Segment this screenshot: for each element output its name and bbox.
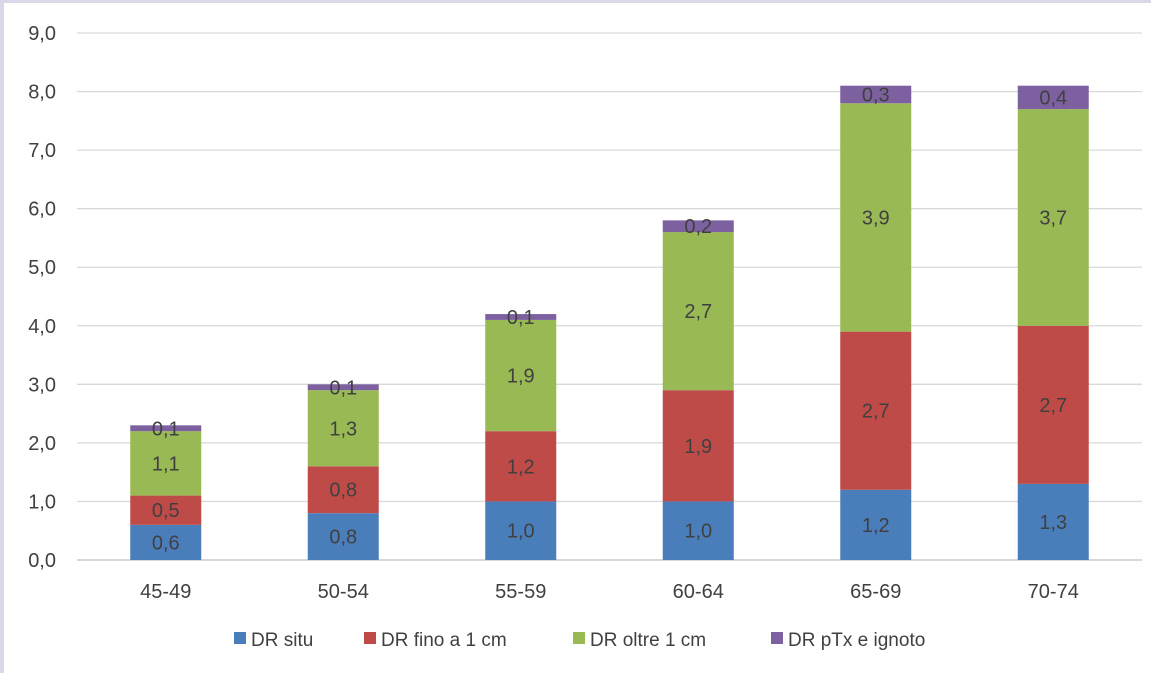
data-label: 2,7 [684, 301, 712, 323]
data-label: 1,0 [507, 521, 535, 543]
bar-segment [840, 489, 912, 560]
x-tick-label: 55-59 [495, 581, 546, 603]
y-tick-label: 8,0 [28, 82, 56, 104]
y-tick-label: 0,0 [28, 550, 56, 572]
bar-segment [485, 501, 557, 560]
bar-segment [130, 524, 202, 560]
y-tick-label: 1,0 [28, 491, 56, 513]
bar-segment [130, 425, 202, 432]
legend-label: DR fino a 1 cm [381, 630, 507, 651]
x-tick-label: 45-49 [140, 581, 191, 603]
data-label: 1,2 [862, 515, 890, 537]
legend-label: DR situ [251, 630, 313, 651]
legend-swatch [573, 632, 585, 644]
y-tick-label: 6,0 [28, 199, 56, 221]
data-label: 0,2 [684, 216, 712, 238]
data-label: 0,1 [329, 377, 357, 399]
data-label: 1,9 [507, 366, 535, 388]
bar-segment [662, 390, 734, 502]
data-label: 1,3 [1039, 512, 1067, 534]
data-label: 2,7 [862, 401, 890, 423]
y-tick-label: 7,0 [28, 140, 56, 162]
stacked-bar-chart: 0,0 1,0 2,0 3,0 4,0 5,0 6,0 7,0 8,0 9,0 0,6 0,5 1,1 0… [28, 23, 1142, 651]
bar-segment [307, 466, 379, 514]
legend-label: DR oltre 1 cm [590, 630, 706, 651]
x-tick-label: 65-69 [850, 581, 901, 603]
data-label: 0,6 [152, 532, 180, 554]
bar-segment [307, 390, 379, 467]
bar-segment [307, 384, 379, 391]
bar-segment [485, 314, 557, 320]
bar-segment [485, 431, 557, 502]
bar-segment [840, 103, 912, 332]
data-label: 1,3 [329, 418, 357, 440]
bar-segment [307, 513, 379, 560]
data-label: 1,2 [507, 456, 535, 478]
data-label: 1,9 [684, 436, 712, 458]
y-tick-label: 2,0 [28, 433, 56, 455]
bar-segment [1017, 109, 1089, 326]
y-tick-label: 5,0 [28, 257, 56, 279]
data-label: 1,1 [152, 453, 180, 475]
bar-segment [840, 85, 912, 104]
bar-segment [1017, 483, 1089, 560]
legend-swatch [364, 632, 376, 644]
y-tick-label: 4,0 [28, 316, 56, 338]
data-label: 0,4 [1039, 87, 1067, 109]
data-label: 1,0 [684, 521, 712, 543]
data-label: 0,8 [329, 480, 357, 502]
y-tick-label: 9,0 [28, 23, 56, 45]
bar-segment [1017, 85, 1089, 110]
bar-segment [662, 220, 734, 233]
data-label: 0,8 [329, 527, 357, 549]
y-tick-label: 3,0 [28, 374, 56, 396]
bar-segment [130, 431, 202, 496]
data-label: 0,1 [152, 418, 180, 440]
x-tick-label: 70-74 [1028, 581, 1079, 603]
data-label: 0,3 [862, 84, 890, 106]
legend-swatch [771, 632, 783, 644]
data-label: 3,7 [1039, 207, 1067, 229]
data-label: 3,9 [862, 207, 890, 229]
data-label: 2,7 [1039, 395, 1067, 417]
bar-segment [1017, 325, 1089, 484]
x-tick-label: 50-54 [318, 581, 369, 603]
legend-label: DR pTx e ignoto [788, 630, 925, 651]
x-tick-label: 60-64 [673, 581, 724, 603]
bar-segment [662, 501, 734, 560]
data-label: 0,5 [152, 500, 180, 522]
bar-segment [662, 232, 734, 391]
bar-segment [485, 319, 557, 432]
bar-segment [130, 495, 202, 525]
bar-segment [840, 331, 912, 490]
data-label: 0,1 [507, 307, 535, 329]
legend-swatch [234, 632, 246, 644]
